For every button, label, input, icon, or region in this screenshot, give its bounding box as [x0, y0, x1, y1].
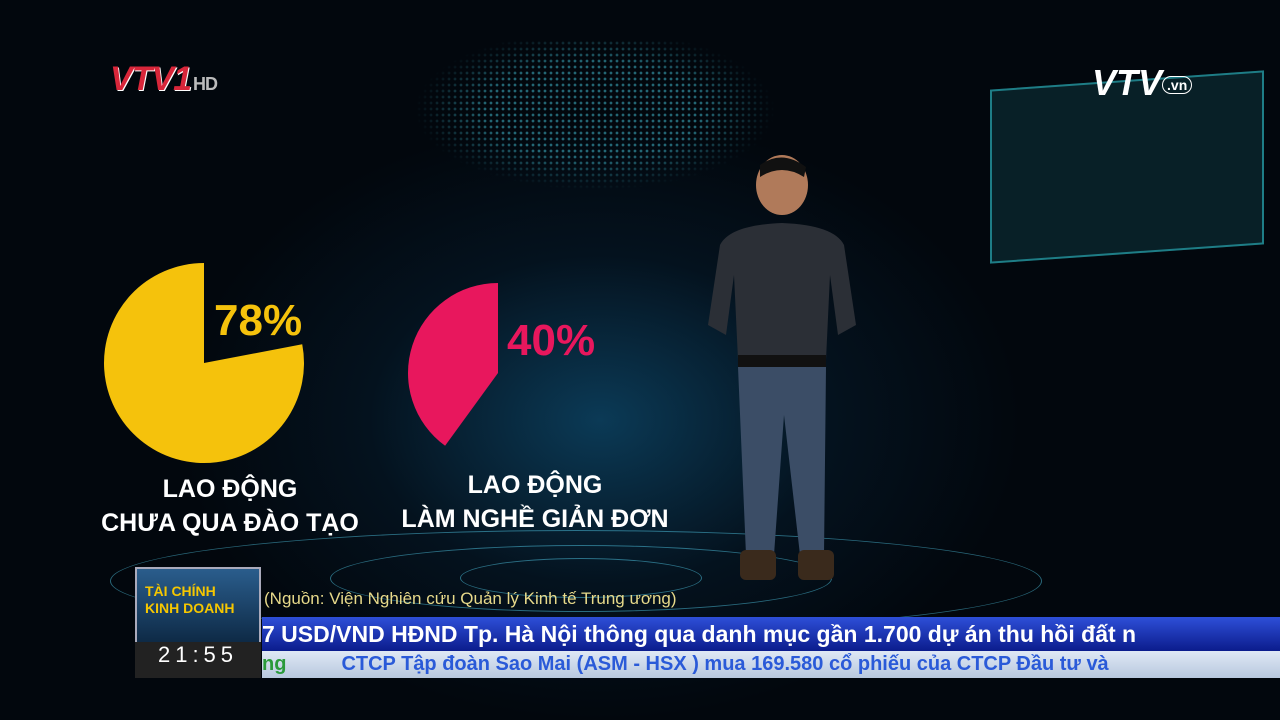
vtv1-logo: VTV1 HD: [110, 60, 218, 98]
vtv-vn-logo: VTV .vn: [1092, 62, 1193, 104]
source-caption: (Nguồn: Viện Nghiên cứu Quản lý Kinh tế …: [264, 589, 677, 608]
chart2-title: LAO ĐỘNG LÀM NGHỀ GIẢN ĐƠN: [401, 471, 669, 533]
data-label-78: 78%: [214, 296, 303, 345]
presenter: [708, 155, 856, 580]
chart1-title: LAO ĐỘNG CHƯA QUA ĐÀO TẠO: [101, 475, 359, 537]
pie-slice-untrained-labor: [103, 263, 304, 463]
floor-ring: [460, 558, 702, 598]
program-logo: TÀI CHÍNH KINH DOANH: [135, 567, 261, 644]
news-ticker-bottom: ng CTCP Tập đoàn Sao Mai (ASM - HSX ) mua…: [262, 651, 1280, 678]
clock: 21:55: [135, 642, 261, 678]
news-ticker-top: 7 USD/VND HĐND Tp. Hà Nội thông qua danh…: [262, 617, 1280, 651]
world-map-graphic: [410, 40, 780, 210]
data-label-40: 40%: [507, 316, 596, 365]
pie-slice-simple-jobs: [408, 283, 498, 446]
